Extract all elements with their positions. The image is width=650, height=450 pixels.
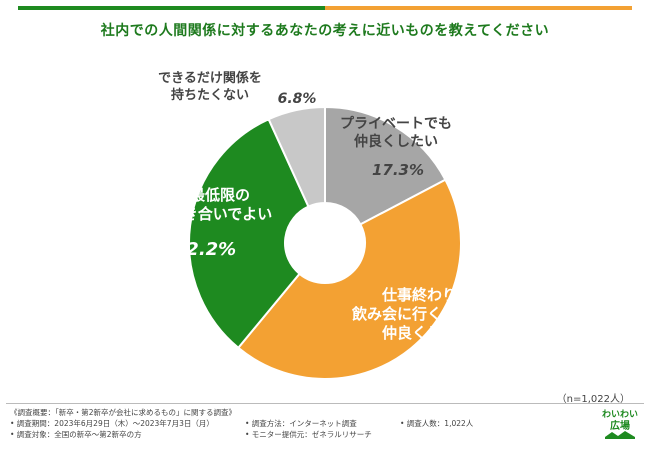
top-accent-green [18, 6, 325, 10]
top-accent-bar [18, 6, 632, 10]
logo-ground-icon [605, 437, 635, 439]
logo-text-top: わいわい [602, 409, 638, 420]
donut-hole [285, 203, 365, 283]
sample-size-note: （n=1,022人） [556, 394, 630, 405]
chart-title: 社内での人間関係に対するあなたの考えに近いものを教えてください [100, 23, 550, 39]
slice-value-label: 32.2% [174, 239, 236, 260]
slice-value-label: 6.8% [278, 91, 317, 107]
survey-target: • 調査対象：全国の新卒〜第2新卒の方 [10, 430, 142, 439]
survey-notes: 《調査概要：「新卒・第2新卒が会社に求めるもの」に関する調査》 • 調査期間：2… [10, 407, 473, 440]
slice-value-label: 43.7% [381, 367, 444, 388]
footer-divider [6, 403, 644, 404]
slice-value-label: 17.3% [372, 161, 424, 179]
logo-text-bottom: 広場 [610, 419, 630, 432]
survey-period: • 調査期間：2023年6月29日（木）〜2023年7月3日（月） [10, 419, 214, 428]
waiwai-hiroba-logo: わいわい 広場 [602, 409, 638, 439]
slice-label: 仕事終わりに飲み会に行くくらいは仲良くしたい [351, 286, 502, 342]
donut-chart: プライベートでも仲良くしたい 17.3% 仕事終わりに飲み会に行くくらいは仲良くした… [158, 70, 502, 388]
survey-count: • 調査人数：1,022人 [400, 419, 474, 428]
slice-label: できるだけ関係を持ちたくない [158, 70, 262, 103]
top-accent-orange [325, 6, 632, 10]
slice-label: プライベートでも仲良くしたい [340, 116, 452, 150]
survey-heading: 《調査概要：「新卒・第2新卒が会社に求めるもの」に関する調査》 [10, 408, 237, 417]
pie-slice [236, 178, 462, 380]
logo-mountain-icon [605, 431, 635, 437]
survey-method: • 調査方法：インターネット調査 [245, 419, 357, 428]
slice-label: 最低限の付き合いでよい [168, 186, 273, 223]
survey-provider: • モニター提供元：ゼネラルリサーチ [245, 430, 372, 439]
